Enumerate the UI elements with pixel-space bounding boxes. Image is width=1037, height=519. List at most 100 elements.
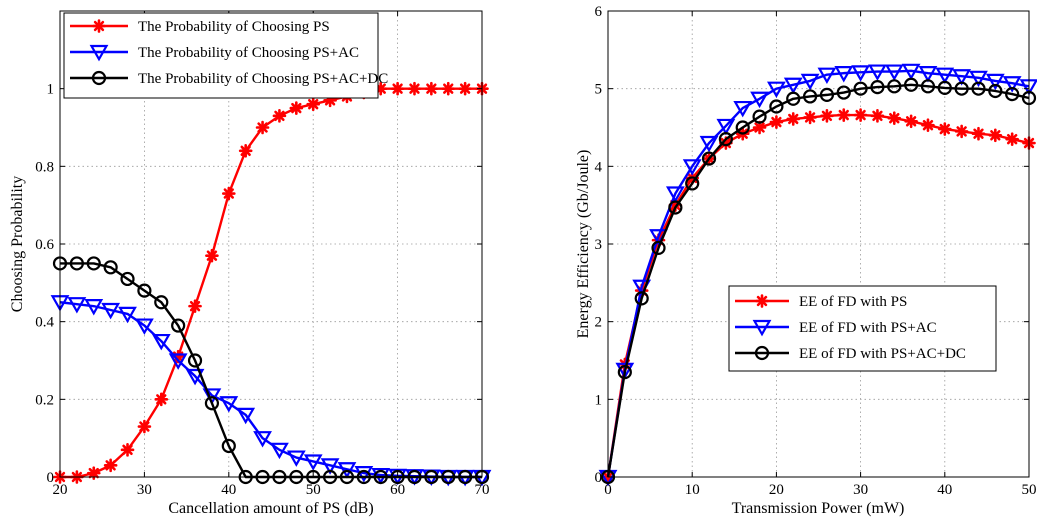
left-data-point (286, 450, 306, 467)
x-tick-label: 10 (685, 482, 700, 498)
y-tick-label: 0 (47, 470, 55, 486)
right-data-point (769, 99, 784, 114)
left-data-point (101, 302, 121, 320)
legend-label: EE of FD with PS (799, 294, 907, 310)
left-data-point (120, 271, 135, 287)
left-data-point (255, 120, 270, 135)
left-data-point (219, 396, 239, 413)
right-data-point (853, 108, 868, 122)
legend-label: EE of FD with PS+AC+DC (799, 346, 966, 362)
right-data-point (985, 73, 1005, 91)
right-data-point (819, 87, 835, 102)
right-data-point (937, 122, 952, 136)
right-data-point (1005, 132, 1019, 146)
left-data-point (253, 431, 272, 448)
right-data-point (786, 91, 801, 106)
left-data-point (67, 297, 87, 314)
x-tick-label: 20 (53, 482, 68, 498)
left-legend-item: The Probability of Choosing PS+AC (70, 44, 359, 62)
right-series-1 (598, 63, 1037, 487)
x-tick-label: 20 (769, 482, 784, 498)
left-data-point (103, 260, 118, 275)
y-tick-label: 2 (595, 315, 603, 331)
right-data-point (887, 79, 902, 94)
y-tick-label: 0.4 (35, 315, 54, 331)
left-data-point (168, 353, 188, 370)
left-data-point (137, 419, 152, 434)
left-legend: The Probability of Choosing PS The Probab… (63, 12, 388, 99)
right-data-point (921, 118, 935, 132)
x-tick-label: 40 (221, 482, 236, 498)
x-tick-label: 50 (1022, 482, 1037, 498)
legend-label: The Probability of Choosing PS+AC+DC (138, 71, 388, 87)
right-legend-item: EE of FD with PS+AC (735, 319, 937, 337)
right-data-point (870, 80, 885, 95)
right-data-point (954, 124, 969, 139)
right-data-point (783, 77, 803, 95)
right-data-point (971, 81, 986, 96)
right-data-point (969, 70, 988, 88)
right-data-point (752, 120, 767, 135)
right-data-point (971, 126, 986, 141)
right-data-point (834, 66, 854, 83)
left-data-point (154, 295, 169, 310)
y-tick-label: 0 (595, 470, 603, 486)
left-data-point (185, 368, 205, 386)
right-data-point (701, 151, 717, 166)
right-data-point (901, 63, 921, 81)
x-tick-label: 0 (604, 482, 612, 498)
left-data-point (441, 81, 456, 96)
right-data-point (668, 200, 683, 215)
right-data-point (904, 114, 918, 129)
left-data-point (222, 186, 236, 201)
right-data-point (1002, 76, 1022, 93)
right-legend-item: EE of FD with PS+AC+DC (735, 345, 966, 362)
left-data-point (270, 442, 289, 460)
right-data-point (988, 83, 1003, 99)
left-data-point (306, 97, 321, 111)
right-y-axis-label: Energy Efficiency (Gb/Joule) (575, 150, 592, 339)
right-data-point (752, 109, 767, 124)
left-data-point (188, 299, 202, 313)
right-data-point (716, 118, 736, 136)
right-data-point (733, 100, 753, 118)
left-data-point (390, 81, 405, 96)
x-tick-label: 40 (937, 482, 952, 498)
y-tick-label: 6 (595, 4, 603, 20)
x-tick-label: 30 (137, 482, 152, 498)
left-y-axis-label: Choosing Probability (9, 176, 26, 312)
right-series-2 (600, 77, 1037, 485)
right-data-point (800, 73, 820, 91)
right-data-point (937, 80, 952, 95)
y-tick-label: 0.6 (35, 237, 54, 253)
left-data-point (272, 109, 287, 123)
x-tick-label: 70 (475, 482, 490, 498)
right-data-point (904, 77, 919, 92)
left-data-point (86, 466, 101, 480)
right-legend-item: EE of FD with PS (735, 294, 907, 310)
right-ticks: 0 10 20 30 40 50 0 1 2 3 4 5 6 (595, 4, 1037, 498)
right-data-point (786, 112, 801, 126)
right-data-point (682, 159, 702, 176)
left-legend-item: The Probability of Choosing PS+AC+DC (70, 70, 388, 87)
right-data-point (735, 120, 750, 135)
left-data-point (187, 353, 203, 368)
right-data-point (750, 91, 769, 109)
left-data-point (137, 283, 152, 298)
right-data-point (868, 64, 887, 81)
legend-swatch-marker (92, 19, 106, 33)
y-tick-label: 0.8 (35, 159, 54, 175)
x-tick-label: 50 (306, 482, 321, 498)
right-data-point (699, 135, 719, 153)
left-data-point (118, 306, 137, 324)
right-data-point (651, 240, 666, 255)
left-chart: 20 30 40 50 60 70 0 0.2 0.4 0.6 0.8 1 The Probabili… (9, 10, 492, 517)
y-tick-label: 1 (595, 392, 603, 408)
right-data-point (820, 109, 834, 123)
left-data-point (103, 458, 118, 473)
right-data-point (851, 65, 870, 82)
y-tick-label: 3 (595, 237, 603, 253)
right-data-point (615, 362, 635, 380)
right-data-point (870, 109, 885, 123)
left-data-point (221, 438, 236, 454)
